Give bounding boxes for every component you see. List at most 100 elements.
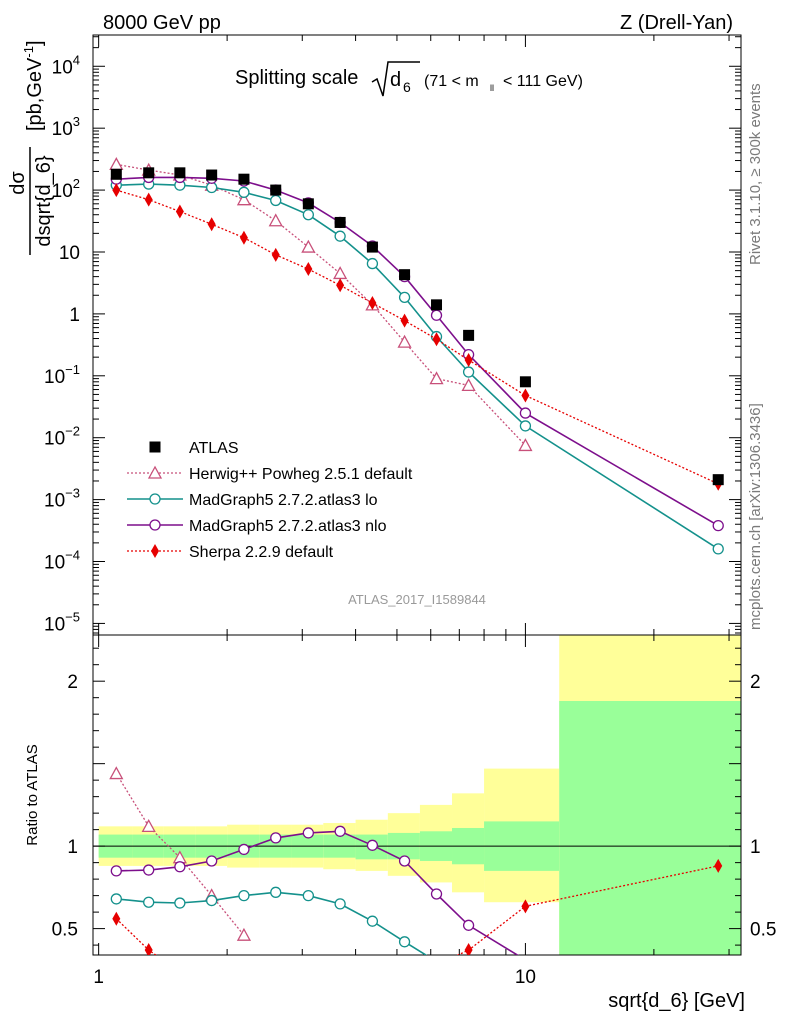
marker-circle — [238, 843, 250, 856]
marker-diamond — [304, 262, 313, 277]
marker-diamond — [151, 544, 159, 558]
marker-circle — [334, 825, 346, 837]
ratio-series-1 — [109, 766, 252, 941]
y-axis-label: dσ dsqrt{d_6} [pb,GeV-1] — [7, 40, 55, 255]
marker-circle — [174, 861, 186, 873]
y-tick-label: 104 — [52, 52, 80, 78]
marker-square — [110, 168, 122, 180]
marker-circle — [238, 889, 250, 902]
marker-circle — [110, 893, 122, 905]
ratio-panel-frame: 0.5 0.5 1 1 2 2 1 10 — [52, 634, 776, 988]
y-tick-label: 10 — [59, 243, 80, 264]
title-symbol: d — [390, 69, 401, 91]
marker-circle — [462, 919, 475, 931]
ylabel-denominator: dsqrt{d_6} — [33, 155, 55, 247]
legend-item: Sherpa 2.2.9 default — [127, 544, 334, 561]
ylabel-numerator: dσ — [7, 171, 29, 195]
marker-diamond — [271, 247, 280, 262]
title-subscript: 6 — [403, 79, 411, 95]
marker-diamond — [400, 313, 409, 328]
marker-diamond — [112, 183, 121, 198]
plot-title: Splitting scale d 6 (71 < m ll < 111 GeV… — [235, 61, 583, 97]
marker-diamond — [521, 899, 530, 914]
marker-triangle — [109, 766, 124, 780]
marker-square — [238, 173, 250, 185]
ratio-series-2 — [110, 886, 428, 955]
marker-triangle — [301, 239, 316, 253]
marker-circle — [366, 257, 379, 270]
marker-square — [431, 299, 443, 311]
ratio-series-3 — [110, 825, 519, 955]
ratio-series — [109, 766, 723, 955]
legend: ATLAS Herwig++ Powheg 2.5.1 default MadGra… — [127, 440, 413, 561]
y-tick-label: 10−5 — [44, 609, 80, 635]
marker-circle — [430, 888, 443, 900]
band-green — [559, 700, 741, 955]
header-right: Z (Drell-Yan) — [620, 12, 733, 34]
ratio-tick-label-right: 2 — [750, 672, 761, 693]
title-cut-prefix: (71 < m — [424, 73, 479, 90]
marker-circle — [398, 936, 411, 948]
marker-circle — [270, 194, 282, 207]
marker-circle — [430, 309, 443, 321]
marker-triangle — [429, 371, 444, 385]
title-cut-sub: ll — [490, 83, 494, 93]
marker-circle — [270, 886, 282, 898]
legend-label: Sherpa 2.2.9 default — [189, 544, 334, 561]
marker-circle — [206, 181, 218, 194]
title-cut-suffix: < 111 GeV) — [503, 73, 583, 90]
ratio-tick-label-left: 2 — [67, 672, 78, 693]
y-tick-label: 10−3 — [44, 486, 80, 512]
legend-item: ATLAS — [149, 440, 239, 457]
marker-triangle — [268, 213, 283, 227]
marker-triangle — [236, 192, 252, 206]
marker-diamond — [464, 943, 473, 955]
marker-circle — [174, 897, 186, 909]
series-0 — [110, 167, 724, 486]
marker-circle — [366, 839, 379, 851]
marker-circle — [149, 519, 161, 531]
marker-diamond — [175, 204, 184, 219]
legend-label: ATLAS — [189, 440, 239, 457]
legend-item: MadGraph5 2.7.2.atlas3 nlo — [127, 518, 387, 535]
main-series — [109, 157, 724, 555]
marker-circle — [302, 827, 314, 839]
legend-label: MadGraph5 2.7.2.atlas3 nlo — [189, 518, 387, 535]
legend-label: MadGraph5 2.7.2.atlas3 lo — [189, 492, 378, 509]
marker-diamond — [714, 858, 723, 873]
legend-item: MadGraph5 2.7.2.atlas3 lo — [127, 492, 378, 509]
sqrt-symbol — [371, 61, 420, 97]
x-axis-label: sqrt{d_6} [GeV] — [608, 990, 745, 1012]
marker-circle — [519, 420, 532, 432]
marker-triangle — [141, 818, 156, 832]
marker-square — [519, 376, 531, 388]
marker-square — [174, 167, 186, 179]
y-tick-label: 1 — [69, 305, 80, 326]
y-tick-label: 103 — [52, 114, 80, 140]
marker-square — [143, 167, 155, 179]
x-tick-label: 1 — [93, 967, 104, 988]
marker-circle — [366, 915, 379, 927]
series-1 — [109, 157, 533, 452]
marker-circle — [712, 519, 724, 532]
ratio-tick-label-left: 0.5 — [52, 920, 78, 941]
ratio-tick-label-left: 1 — [67, 837, 78, 858]
marker-circle — [334, 898, 346, 910]
marker-diamond — [144, 192, 153, 207]
marker-diamond — [368, 295, 377, 310]
marker-square — [270, 184, 282, 196]
marker-circle — [143, 896, 155, 908]
marker-triangle — [518, 438, 533, 452]
marker-square — [399, 269, 411, 281]
marker-diamond — [239, 230, 248, 245]
marker-circle — [238, 186, 250, 198]
y-tick-label: 10−2 — [44, 424, 80, 450]
y-tick-label: 10−1 — [44, 362, 80, 388]
marker-circle — [302, 889, 314, 902]
marker-square — [149, 441, 161, 453]
marker-diamond — [521, 388, 530, 403]
side-label-top: Rivet 3.1.10, ≥ 300k events — [747, 83, 764, 265]
side-label-bottom: mcplots.cern.ch [arXiv:1306.3436] — [747, 403, 764, 630]
marker-circle — [334, 230, 346, 242]
marker-square — [463, 329, 475, 341]
